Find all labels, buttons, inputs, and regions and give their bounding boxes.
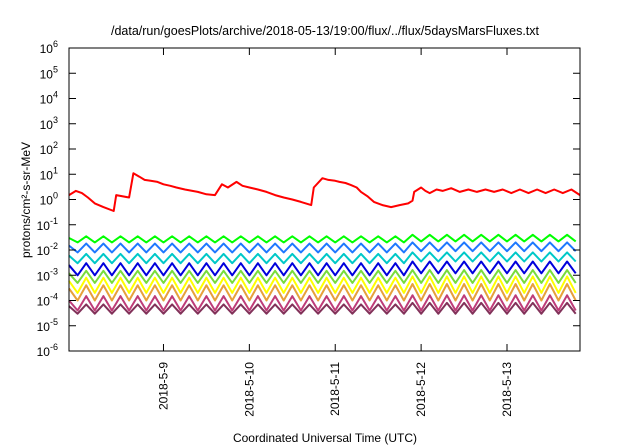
y-tick-label: 103 [40, 115, 58, 132]
series-line-4 [68, 251, 577, 265]
y-tick-exponent: -5 [50, 317, 58, 327]
series-line-3 [68, 241, 577, 254]
series-layer [68, 172, 581, 315]
y-tick-label: 102 [40, 140, 58, 157]
y-tick-base: 10 [40, 67, 54, 81]
y-tick-exponent: -2 [50, 241, 58, 251]
y-tick-base: 10 [37, 320, 51, 334]
y-tick-label: 10-4 [37, 292, 58, 309]
x-tick-label: 2018-5-9 [156, 362, 170, 410]
series-line-10 [68, 301, 577, 315]
y-tick-exponent: 5 [53, 64, 58, 74]
y-tick-exponent: -3 [50, 266, 58, 276]
y-tick-base: 10 [40, 194, 54, 208]
series-line-1 [68, 172, 581, 212]
y-axis: 10-610-510-410-310-210-11001011021031041… [37, 39, 580, 359]
series-line-9 [68, 294, 577, 312]
series-line-5 [68, 260, 577, 277]
y-tick-exponent: 4 [53, 90, 58, 100]
y-tick-label: 100 [40, 191, 58, 208]
y-tick-base: 10 [37, 295, 51, 309]
y-tick-exponent: 2 [53, 140, 58, 150]
x-tick-label: 2018-5-12 [414, 362, 428, 417]
y-tick-exponent: 6 [53, 39, 58, 49]
x-tick-label: 2018-5-10 [242, 362, 256, 417]
y-tick-base: 10 [37, 269, 51, 283]
x-axis: 2018-5-9 2018-5-10 2018-5-11 2018-5-12 2018-… [156, 48, 514, 417]
y-tick-exponent: -1 [50, 216, 58, 226]
y-tick-label: 10-2 [37, 241, 58, 258]
y-tick-label: 10-3 [37, 266, 58, 283]
y-tick-base: 10 [37, 219, 51, 233]
y-tick-label: 10-1 [37, 216, 58, 233]
y-tick-base: 10 [40, 93, 54, 107]
y-tick-base: 10 [40, 143, 54, 157]
x-tick-label: 2018-5-11 [328, 362, 342, 416]
y-tick-exponent: 0 [53, 191, 58, 201]
y-tick-base: 10 [40, 42, 54, 56]
y-axis-label: protons/cm²-s-sr-MeV [19, 142, 33, 258]
y-axis-label-group: protons/cm²-s-sr-MeV [19, 142, 33, 258]
series-line-7 [68, 275, 577, 294]
y-tick-exponent: -6 [50, 342, 58, 352]
y-tick-exponent: 1 [53, 165, 58, 175]
y-tick-exponent: -4 [50, 292, 58, 302]
y-tick-label: 101 [40, 165, 58, 182]
y-tick-label: 104 [40, 90, 58, 107]
y-tick-label: 10-5 [37, 317, 58, 334]
series-line-2 [68, 233, 577, 244]
series-line-8 [68, 283, 577, 302]
y-tick-base: 10 [40, 118, 54, 132]
y-tick-base: 10 [37, 345, 51, 359]
y-tick-exponent: 3 [53, 115, 58, 125]
y-tick-base: 10 [37, 244, 51, 258]
y-tick-label: 106 [40, 39, 58, 56]
chart-title: /data/run/goesPlots/archive/2018-05-13/1… [111, 24, 540, 38]
x-axis-label: Coordinated Universal Time (UTC) [233, 431, 417, 445]
x-tick-label: 2018-5-13 [500, 362, 514, 417]
y-tick-base: 10 [40, 168, 54, 182]
series-line-6 [68, 269, 577, 284]
y-tick-label: 105 [40, 64, 58, 81]
y-tick-label: 10-6 [37, 342, 58, 359]
